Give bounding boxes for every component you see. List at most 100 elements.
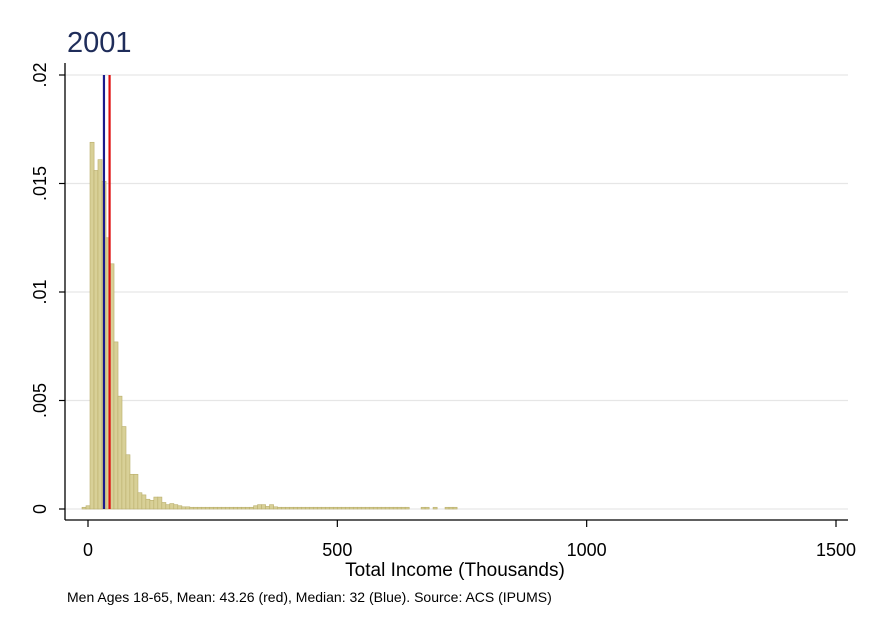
histogram-bar bbox=[281, 506, 286, 510]
histogram-bar bbox=[321, 506, 326, 510]
histogram-bar bbox=[241, 506, 246, 510]
axes: 0 .005 .01 .015 .02 0 500 1000 1500 bbox=[30, 62, 856, 560]
histogram-bar bbox=[213, 506, 219, 510]
histogram-bar bbox=[341, 506, 346, 510]
histogram-bar bbox=[117, 395, 123, 510]
histogram-bar bbox=[364, 506, 370, 510]
histogram-bar bbox=[305, 506, 310, 510]
x-tick-label: 0 bbox=[83, 540, 93, 560]
histogram-bar bbox=[329, 506, 334, 510]
histogram-bar bbox=[432, 506, 438, 510]
histogram-bar bbox=[125, 454, 131, 510]
histogram-bar bbox=[277, 506, 282, 510]
histogram-bar bbox=[189, 506, 195, 510]
histogram-bar bbox=[133, 473, 139, 510]
y-tick-label: .01 bbox=[30, 279, 50, 304]
histogram-bar bbox=[185, 506, 191, 510]
histogram-bar bbox=[253, 505, 258, 510]
histogram-bar bbox=[265, 506, 270, 510]
y-tick-label: .005 bbox=[30, 383, 50, 418]
histogram-bar bbox=[293, 506, 298, 510]
histogram-bar bbox=[249, 506, 254, 510]
histogram-bar bbox=[356, 506, 362, 510]
histogram-bar bbox=[420, 506, 426, 510]
histogram-bar bbox=[113, 341, 119, 510]
histogram-bar bbox=[333, 506, 338, 510]
histogram-bar bbox=[201, 506, 207, 510]
histogram-bar bbox=[352, 506, 358, 510]
histogram-bar bbox=[368, 506, 374, 510]
histogram-bar bbox=[157, 496, 163, 510]
histogram-bar bbox=[448, 506, 454, 510]
histogram-bar bbox=[396, 506, 402, 510]
histogram-bar bbox=[173, 504, 179, 510]
histogram-bar bbox=[153, 496, 159, 510]
histogram-bar bbox=[400, 506, 406, 510]
histogram-bar bbox=[297, 506, 302, 510]
histogram-bar bbox=[177, 505, 183, 510]
histogram-bar bbox=[325, 506, 330, 510]
histogram-bar bbox=[221, 506, 227, 510]
histogram-bar bbox=[309, 506, 314, 510]
histogram-bar bbox=[285, 506, 290, 510]
histogram-bar bbox=[273, 506, 278, 510]
histogram-bar bbox=[313, 506, 318, 510]
histogram-bar bbox=[209, 506, 215, 510]
histogram-bar bbox=[289, 506, 294, 510]
histogram-bar bbox=[181, 506, 187, 510]
y-tick-label: 0 bbox=[30, 504, 50, 514]
histogram-bar bbox=[452, 506, 458, 510]
histogram-bar bbox=[89, 141, 95, 510]
histogram-bar bbox=[404, 506, 410, 510]
x-tick-label: 1500 bbox=[816, 540, 856, 560]
histogram-bar bbox=[193, 506, 199, 510]
histogram-bar bbox=[217, 506, 223, 510]
histogram-bar bbox=[376, 506, 382, 510]
histogram-bar bbox=[372, 506, 378, 510]
y-tick-label: .015 bbox=[30, 166, 50, 201]
histogram-bar bbox=[269, 504, 274, 510]
x-tick-label: 500 bbox=[322, 540, 352, 560]
histogram-bar bbox=[141, 494, 147, 510]
x-tick-label: 1000 bbox=[567, 540, 607, 560]
histogram-bar bbox=[237, 506, 242, 510]
y-tick-label: .02 bbox=[30, 62, 50, 87]
chart-title: 2001 bbox=[67, 27, 132, 59]
histogram-bar bbox=[225, 506, 231, 510]
reference-lines bbox=[102, 75, 111, 509]
histogram-bar bbox=[261, 504, 266, 510]
histogram-bar bbox=[229, 506, 235, 510]
histogram-bar bbox=[337, 506, 342, 510]
histogram-bar bbox=[233, 506, 238, 510]
histogram-bar bbox=[121, 426, 127, 510]
histogram-bar bbox=[85, 505, 91, 510]
histogram-bar bbox=[257, 504, 262, 510]
histogram-bar bbox=[392, 506, 398, 510]
histogram-bar bbox=[380, 506, 386, 510]
histogram-bar bbox=[301, 506, 306, 510]
histogram-bar bbox=[165, 504, 171, 510]
histogram-bar bbox=[444, 506, 450, 510]
grid-lines bbox=[65, 74, 848, 510]
histogram-bar bbox=[384, 506, 390, 510]
histogram-bar bbox=[317, 506, 322, 510]
histogram-bar bbox=[145, 498, 151, 510]
histogram-bar bbox=[245, 506, 250, 510]
histogram-bar bbox=[388, 506, 394, 510]
x-axis-title: Total Income (Thousands) bbox=[345, 560, 565, 581]
histogram-bar bbox=[205, 506, 211, 510]
histogram-bar bbox=[345, 506, 350, 510]
histogram-bar bbox=[81, 506, 87, 510]
histogram-bar bbox=[93, 170, 99, 510]
histogram-bar bbox=[424, 506, 430, 510]
histogram-bar bbox=[137, 492, 143, 510]
histogram-bar bbox=[197, 506, 203, 510]
histogram-bar bbox=[161, 502, 167, 510]
histogram-bar bbox=[169, 503, 175, 510]
histogram-bar bbox=[149, 500, 155, 510]
histogram-bar bbox=[129, 473, 135, 510]
chart-note: Men Ages 18-65, Mean: 43.26 (red), Media… bbox=[67, 589, 552, 605]
